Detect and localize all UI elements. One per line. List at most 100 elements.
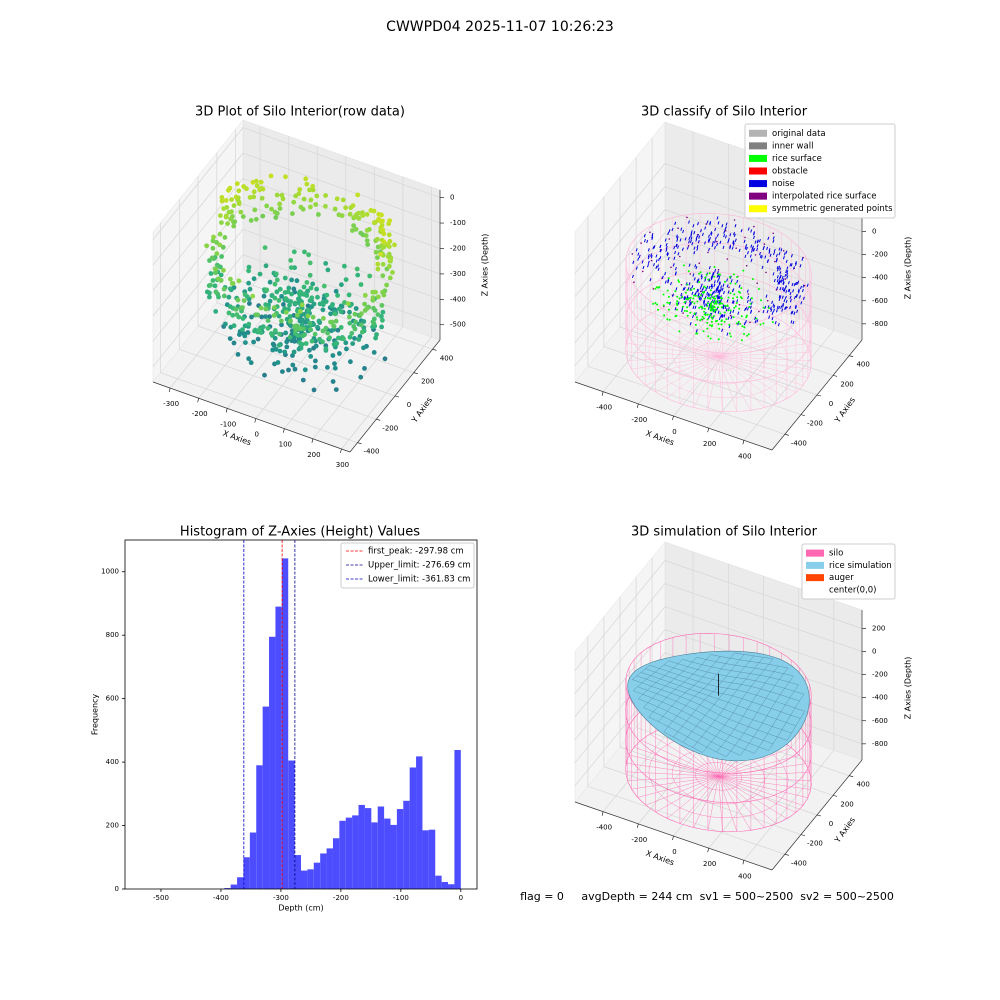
point [286,285,292,291]
point [242,323,248,329]
point [708,315,710,319]
point [800,301,803,305]
point [269,331,274,336]
silo-floor-ring [671,748,766,805]
point [723,314,726,318]
grid-line [708,588,800,849]
point [657,267,660,271]
point [360,213,366,219]
histogram-bar [230,884,238,889]
point [353,319,358,325]
point [717,310,720,314]
point [782,302,784,307]
point [661,275,664,279]
x-tick [637,823,639,828]
point [264,287,270,293]
point [655,265,658,269]
point [749,305,752,309]
point [375,294,381,300]
point [686,310,688,313]
point [679,255,681,258]
point [674,266,677,271]
point [294,278,300,284]
point [790,263,793,267]
point [694,264,697,268]
point [309,295,315,301]
point [710,275,713,279]
point [734,224,737,228]
point [683,309,686,312]
legend-swatch [749,154,767,162]
point [728,332,731,335]
point [283,309,289,315]
legend-label: Upper_limit: -276.69 cm [368,561,471,571]
y-tick [849,775,854,778]
point [323,299,329,304]
point [358,374,364,380]
silo-floor-ring [648,314,789,398]
point [738,284,741,288]
point [736,276,739,278]
point [263,263,269,269]
point [744,307,747,312]
point [637,257,640,261]
point [791,310,794,314]
point [775,309,778,313]
point [320,302,326,307]
point [240,316,246,321]
point [682,264,685,267]
point [780,248,783,252]
point [747,293,750,295]
point [284,344,290,350]
point [387,263,392,269]
point [250,179,256,185]
point [667,256,670,261]
point [289,277,294,283]
point [802,284,805,288]
point [709,313,712,316]
point [790,254,793,258]
point [299,302,305,308]
point [690,302,692,306]
point [703,300,706,304]
point [686,306,689,309]
y-tick-label: -400 [791,859,807,867]
point [358,282,364,287]
point [710,302,713,305]
point [766,299,769,302]
point [365,242,371,248]
point [635,248,638,252]
y-tick-label: 400 [440,354,453,362]
point [736,299,739,303]
point [713,266,716,268]
point [766,309,769,314]
histogram-bar [281,558,289,889]
point [767,236,770,241]
point [253,216,259,222]
point [732,316,735,319]
point [726,304,729,307]
point [760,255,763,259]
point [726,258,729,260]
point [688,303,691,307]
point [781,286,784,291]
point [718,289,720,293]
point [370,319,376,325]
point [787,281,790,285]
point [778,294,781,299]
point [674,221,677,225]
point [717,285,720,289]
point [683,296,686,300]
point [759,251,761,256]
z-tick-label: -400 [872,694,888,702]
point [789,295,792,300]
point [282,349,288,355]
point [384,282,389,288]
legend-swatch [749,205,767,213]
point [204,289,210,295]
point [744,236,746,239]
point [697,292,700,296]
point [678,330,681,333]
point [334,196,340,202]
point [796,281,799,286]
